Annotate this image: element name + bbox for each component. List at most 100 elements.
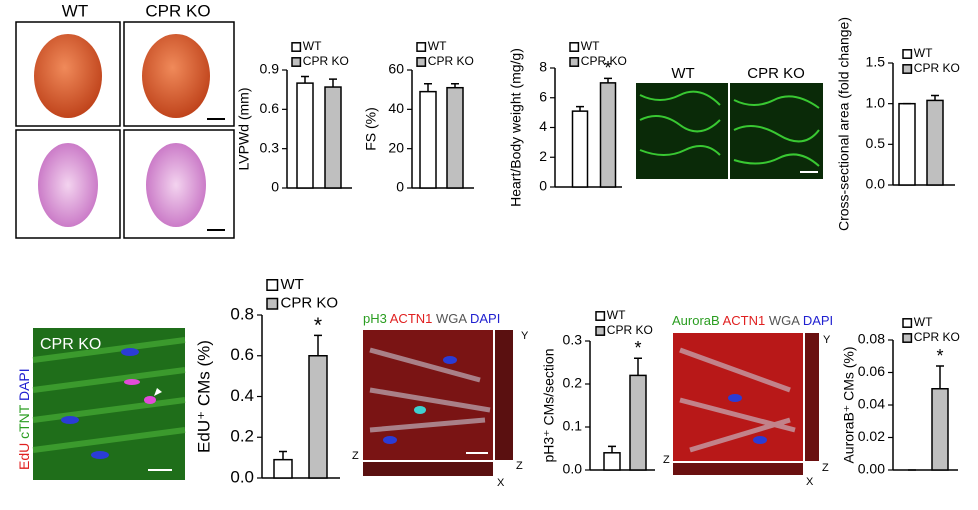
legend-label: WT xyxy=(428,39,447,53)
y-tick-label: 0.6 xyxy=(260,100,280,116)
he-section xyxy=(146,143,206,227)
wga-panel: WT CPR KO xyxy=(636,65,823,179)
y-tick-label: 0.5 xyxy=(866,135,886,151)
y-tick-label: 0.8 xyxy=(230,304,254,323)
y-axis-label: Cross-sectional area (fold change) xyxy=(836,17,852,231)
edu-nucleus xyxy=(144,396,156,404)
stain-name: cTNT xyxy=(16,404,32,439)
legend-swatch xyxy=(416,42,427,52)
stain-legend: EdU cTNT DAPI xyxy=(16,368,32,470)
panel-label: CPR KO xyxy=(747,65,805,82)
legend-label: WT xyxy=(281,276,304,293)
bar xyxy=(308,355,328,479)
edu-panel: CPR KO EdU cTNT DAPI xyxy=(16,328,186,480)
y-tick-label: 20 xyxy=(388,139,404,155)
heart-panel: WT CPR KO xyxy=(15,1,235,239)
error-bar xyxy=(608,445,616,453)
panel-label: WT xyxy=(62,1,88,20)
significance-mark: * xyxy=(936,346,943,366)
legend-swatch xyxy=(291,57,302,67)
y-tick-label: 0.00 xyxy=(858,461,885,477)
y-tick-label: 0.4 xyxy=(230,386,254,405)
panel-label: WT xyxy=(671,65,694,82)
y-tick-label: 0.0 xyxy=(563,461,583,477)
axis-letter: X xyxy=(497,477,505,489)
y-axis-label: Heart/Body weight (mg/g) xyxy=(508,48,524,207)
y-axis-label: AuroraB⁺ CMs (%) xyxy=(841,346,857,463)
legend-label: CPR KO xyxy=(581,54,627,68)
panel-label: CPR KO xyxy=(145,1,210,20)
ph3-nucleus xyxy=(414,406,426,414)
legend-swatch xyxy=(569,42,580,52)
stain-name: EdU xyxy=(16,443,32,470)
legend-swatch xyxy=(902,333,913,343)
bar xyxy=(931,388,949,471)
stain-name: ACTN1 xyxy=(390,311,433,326)
legend-label: CPR KO xyxy=(281,295,339,312)
orthogonal-view xyxy=(673,463,803,475)
y-tick-label: 8 xyxy=(539,59,547,75)
wga-stain xyxy=(639,90,820,167)
wga-image xyxy=(730,83,823,179)
bar xyxy=(324,86,342,189)
stain-name: AuroraB xyxy=(672,313,720,328)
orthogonal-view xyxy=(495,330,513,460)
bar xyxy=(629,374,647,471)
stain-name: WGA xyxy=(769,313,800,328)
wga-image xyxy=(636,83,728,179)
axis-letter: Z xyxy=(516,460,523,472)
legend-label: WT xyxy=(914,315,933,329)
axis-letter: Z xyxy=(822,462,829,474)
legend-label: WT xyxy=(914,46,933,60)
y-tick-label: 0.6 xyxy=(230,345,254,364)
y-tick-label: 0.02 xyxy=(858,428,885,444)
y-tick-label: 0 xyxy=(539,178,547,194)
bar xyxy=(603,452,621,471)
arrowhead xyxy=(154,388,162,396)
legend-label: CPR KO xyxy=(303,54,349,68)
legend-label: WT xyxy=(607,308,626,322)
y-tick-label: 0.9 xyxy=(260,61,280,77)
legend-swatch xyxy=(266,279,279,291)
axis-letter: Z xyxy=(663,454,670,466)
ph3-image xyxy=(363,330,493,460)
y-tick-label: 0 xyxy=(396,179,404,195)
legend-swatch xyxy=(595,311,606,321)
y-tick-label: 1.5 xyxy=(866,54,886,70)
y-tick-label: 0 xyxy=(271,179,279,195)
nucleus xyxy=(443,356,457,364)
legend-swatch xyxy=(902,49,913,59)
error-bar xyxy=(931,94,939,101)
error-bar xyxy=(301,75,309,84)
significance-mark: * xyxy=(314,314,322,337)
y-tick-label: 0.08 xyxy=(858,331,885,347)
stain-legend: AuroraB ACTN1 WGA DAPI xyxy=(672,313,833,328)
wga-stain xyxy=(369,347,491,433)
stain-name: pH3 xyxy=(363,311,387,326)
y-tick-label: 40 xyxy=(388,100,404,116)
y-tick-label: 1.0 xyxy=(866,94,886,110)
error-bar xyxy=(279,450,287,460)
y-tick-label: 0.04 xyxy=(858,396,885,412)
significance-mark: * xyxy=(634,338,641,358)
y-tick-label: 0.2 xyxy=(230,427,254,446)
orthogonal-view xyxy=(363,462,493,476)
bar xyxy=(898,102,916,186)
stain-legend: pH3 ACTN1 WGA DAPI xyxy=(363,311,500,326)
stain-name: ACTN1 xyxy=(723,313,766,328)
chart: 0.0 0.2 0.4 0.6 0.8 EdU⁺ CMs (%) WT CPR KO * xyxy=(194,276,340,486)
chart: 0.0 0.5 1.0 1.5 Cross-sectional area (fold c… xyxy=(836,17,960,231)
aurora-panel: AuroraB ACTN1 WGA DAPI Y Z Z X xyxy=(663,313,833,487)
y-tick-label: 0.3 xyxy=(260,139,280,155)
legend-label: CPR KO xyxy=(914,330,960,344)
y-tick-label: 60 xyxy=(388,61,404,77)
ph3-panel: pH3 ACTN1 WGA DAPI Y Z Z X xyxy=(352,311,529,488)
error-bar xyxy=(576,105,584,112)
y-axis-label: pH3⁺ CMs/section xyxy=(541,349,557,463)
y-tick-label: 4 xyxy=(539,118,547,134)
legend-swatch xyxy=(266,297,279,310)
panel-label: CPR KO xyxy=(40,336,101,353)
nucleus xyxy=(753,436,767,444)
error-bar xyxy=(329,78,337,88)
